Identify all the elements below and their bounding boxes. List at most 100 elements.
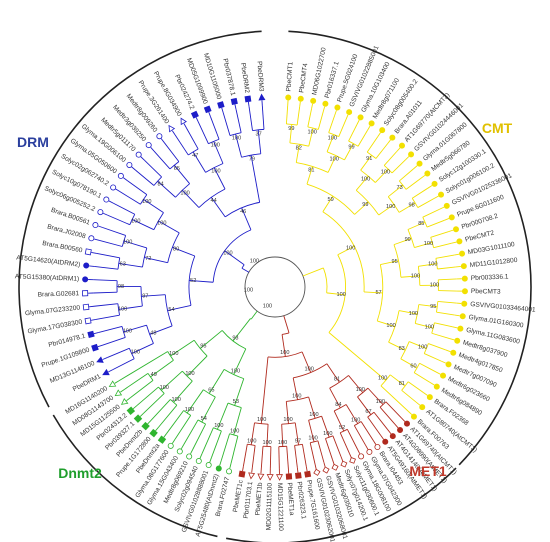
leaf-marker-square-filled	[238, 470, 246, 478]
leaf-branch	[413, 165, 418, 170]
bootstrap-value: 100	[142, 199, 151, 205]
leaf-marker-triangle-filled	[258, 93, 266, 101]
leaf-label: PbeCMT2	[464, 230, 495, 244]
leaf-marker-circle-open	[97, 209, 104, 216]
branch-segment	[94, 266, 119, 270]
branch-arc	[325, 435, 334, 439]
leaf-marker-circle-filled	[346, 109, 353, 116]
branch-arc	[411, 198, 419, 208]
branch-segment	[158, 404, 178, 428]
branch-segment	[286, 446, 289, 469]
root-ring	[244, 256, 306, 318]
bootstrap-value: 100	[211, 169, 220, 175]
branch-segment	[307, 108, 313, 127]
leaf-branch	[163, 433, 168, 438]
bootstrap-value: 100	[160, 385, 169, 391]
branch-segment	[213, 141, 224, 164]
bootstrap-value: 97	[295, 438, 301, 444]
branch-segment	[360, 421, 374, 441]
bootstrap-value: 99	[362, 202, 368, 208]
clade-arcs	[18, 30, 532, 542]
branch-segment	[211, 430, 222, 458]
branch-segment	[417, 198, 435, 208]
branch-segment	[414, 242, 433, 248]
leaf-branch	[102, 357, 108, 360]
leaf-branch	[108, 369, 114, 373]
branch-arc	[417, 266, 421, 286]
branch-segment	[412, 187, 429, 199]
leaf-branch	[445, 349, 451, 353]
clade-stem-arc	[282, 332, 290, 335]
leaf-marker-circle-filled	[426, 394, 433, 401]
leaf-branch	[97, 344, 103, 348]
branch-segment	[210, 116, 220, 140]
leaf-marker-square-filled	[203, 105, 212, 114]
leaf-branch	[367, 125, 371, 131]
branch-segment	[144, 256, 168, 264]
leaf-marker-triangle-filled	[96, 356, 104, 363]
leaf-marker-triangle-open	[108, 380, 117, 387]
leaf-label: GSVIVG01033464001	[470, 301, 536, 314]
branch-segment	[131, 219, 155, 231]
branch-segment	[141, 294, 166, 297]
leaf-branch	[448, 229, 454, 233]
branch-segment	[383, 151, 397, 166]
branch-segment	[380, 385, 409, 412]
leaf-marker-triangle-open	[120, 398, 129, 405]
bootstrap-value: 59	[328, 197, 334, 203]
branch-arc	[431, 322, 435, 334]
leaf-marker-triangle-open	[275, 474, 283, 481]
branch-segment	[294, 445, 298, 468]
leaf-marker-circle-filled	[285, 94, 292, 101]
branch-segment	[344, 143, 354, 161]
leaf-marker-circle-filled	[438, 191, 445, 198]
branch-segment	[413, 372, 431, 383]
leaf-marker-diamond-open	[331, 463, 339, 471]
branch-segment	[306, 166, 313, 185]
leaf-marker-circle-open	[126, 161, 133, 168]
leaf-marker-circle-filled	[389, 433, 396, 440]
branch-segment	[118, 305, 143, 310]
leaf-branch	[171, 130, 176, 136]
branch-segment	[143, 393, 165, 414]
leaf-branch	[396, 147, 401, 152]
leaf-marker-circle-filled	[456, 238, 463, 245]
leaf-marker-circle-open	[103, 196, 110, 203]
bootstrap-value: 100	[430, 283, 439, 289]
branch-segment	[355, 175, 369, 191]
branch-segment	[174, 134, 189, 156]
branch-segment	[102, 227, 126, 236]
leaf-marker-circle-open	[135, 151, 142, 158]
leaf-branch	[150, 147, 155, 152]
branch-segment	[309, 442, 316, 465]
leaf-branch	[98, 225, 104, 229]
leaf-branch	[451, 241, 457, 244]
branch-segment	[346, 429, 358, 450]
bootstrap-value: 37	[256, 131, 262, 137]
branch-segment	[348, 375, 364, 393]
branch-arc	[252, 128, 265, 132]
bootstrap-value: 95	[430, 304, 436, 310]
branch-segment	[113, 202, 135, 215]
branch-segment	[210, 197, 226, 218]
bootstrap-value: 100	[361, 177, 370, 183]
branch-segment	[437, 300, 457, 304]
branch-arc	[367, 411, 375, 418]
bootstrap-value: 99	[348, 145, 354, 151]
branch-arc	[254, 422, 269, 425]
branch-segment	[407, 221, 426, 230]
leaf-marker-square-filled	[87, 330, 95, 339]
bootstrap-value: 84	[158, 181, 164, 187]
branch-segment	[426, 219, 445, 228]
branch-arc	[414, 304, 420, 324]
bootstrap-value: 91	[366, 156, 372, 162]
leaf-label: PbeDRM3	[255, 61, 264, 92]
branch-segment	[123, 324, 147, 333]
branch-segment	[242, 444, 248, 467]
leaf-branch	[444, 218, 450, 221]
leaf-branch	[452, 326, 458, 329]
leaf-branch	[91, 251, 97, 254]
leaf-branch	[171, 438, 176, 444]
branch-segment	[326, 363, 340, 383]
leaf-label: PbeCMT1	[285, 61, 294, 91]
